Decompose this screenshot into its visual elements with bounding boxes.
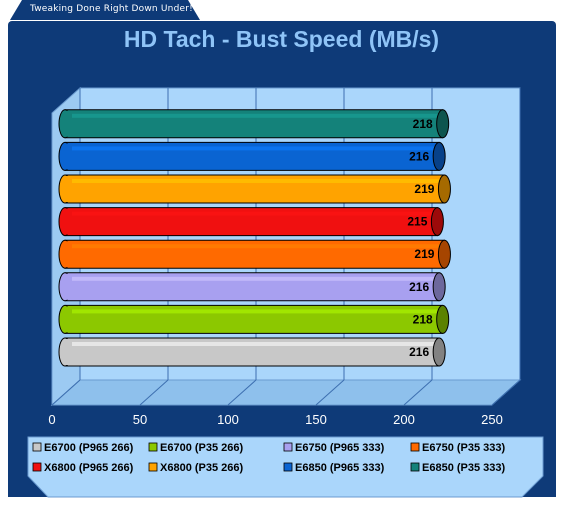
- legend-label: E6850 (P965 333): [295, 462, 385, 474]
- bar-value-label: 216: [409, 280, 429, 294]
- bar-cap-end: [436, 109, 450, 139]
- bar-highlight: [65, 146, 440, 151]
- legend-item: E6750 (P965 333): [283, 442, 385, 454]
- legend-item: X6800 (P35 266): [148, 462, 244, 474]
- site-banner-tab: [10, 0, 200, 20]
- x-tick-label: 200: [393, 412, 415, 427]
- x-axis-ticks: 0 50 100 150 200 250: [48, 412, 502, 427]
- legend-label: E6700 (P35 266): [160, 442, 244, 454]
- bar-highlight: [65, 276, 440, 281]
- bar-highlight: [65, 113, 443, 118]
- bar-cap-fill: [65, 143, 72, 170]
- floor: [50, 379, 522, 406]
- bar-highlight: [65, 244, 445, 249]
- bar-cap-end: [432, 272, 446, 302]
- bar-cap-fill: [65, 241, 72, 268]
- x-tick-label: 150: [305, 412, 327, 427]
- floor-grid-line: [139, 379, 169, 406]
- bar: [58, 272, 446, 302]
- bars: [58, 109, 451, 367]
- bar-cap-fill: [65, 273, 72, 300]
- bar-value-label: 219: [414, 247, 434, 261]
- legend-swatch: [32, 442, 42, 452]
- bar-highlight: [65, 309, 443, 314]
- floor-grid-line: [491, 379, 521, 406]
- x-tick-label: 250: [481, 412, 503, 427]
- bar-value-label: 216: [409, 345, 429, 359]
- bar-cap-end: [436, 304, 450, 334]
- bar-cap-end: [437, 239, 451, 269]
- x-tick-label: 0: [48, 412, 55, 427]
- bar-cap-end: [430, 207, 444, 237]
- bar-cap-fill: [65, 208, 72, 235]
- legend-item: E6700 (P965 266): [32, 442, 134, 454]
- legend-item: E6850 (P965 333): [283, 462, 385, 474]
- floor-grid-line: [403, 379, 433, 406]
- legend-swatch: [283, 462, 293, 472]
- x-tick-label: 50: [133, 412, 147, 427]
- floor-grid-line: [315, 379, 345, 406]
- legend-label: E6750 (P965 333): [295, 442, 385, 454]
- bar-cap-end: [432, 141, 446, 171]
- bar: [58, 207, 444, 237]
- legend-label: E6700 (P965 266): [44, 442, 134, 454]
- bar: [58, 141, 446, 171]
- bar-cap-fill: [65, 110, 72, 137]
- bar-cap-fill: [65, 176, 72, 202]
- legend-label: E6750 (P35 333): [422, 442, 506, 454]
- bar-cap-end: [432, 337, 446, 367]
- legend-label: X6800 (P965 266): [44, 462, 134, 474]
- legend-swatch: [148, 462, 158, 472]
- chart-title: HD Tach - Bust Speed (MB/s): [123, 26, 440, 52]
- site-tagline: Tweaking Done Right Down Under!: [30, 4, 193, 14]
- legend: E6700 (P965 266) E6700 (P35 266) E6750 (P9…: [27, 436, 544, 498]
- bar-value-label: 218: [413, 117, 433, 131]
- legend-swatch: [283, 442, 293, 452]
- bar-value-label: 219: [414, 182, 434, 196]
- legend-swatch: [410, 462, 420, 472]
- legend-item: E6750 (P35 333): [410, 442, 506, 454]
- bar-cap-fill: [65, 339, 72, 365]
- bar-cap-end: [437, 174, 451, 204]
- bar-value-label: 216: [409, 149, 429, 163]
- legend-swatch: [32, 462, 42, 472]
- bar-value-label: 215: [407, 215, 427, 229]
- legend-item: E6850 (P35 333): [410, 462, 506, 474]
- legend-item: X6800 (P965 266): [32, 462, 134, 474]
- legend-swatch: [148, 442, 158, 452]
- bar: [58, 304, 450, 334]
- bar-value-label: 218: [413, 312, 433, 326]
- bar-highlight: [65, 211, 438, 216]
- bar: [58, 174, 451, 204]
- bar: [58, 337, 446, 367]
- legend-label: X6800 (P35 266): [160, 462, 244, 474]
- value-labels: 216 218 216 219 215 219 216 218: [407, 117, 434, 359]
- legend-item: E6700 (P35 266): [148, 442, 244, 454]
- legend-swatch: [410, 442, 420, 452]
- bar-cap-fill: [65, 306, 72, 333]
- bar: [58, 239, 451, 269]
- x-tick-label: 100: [217, 412, 239, 427]
- legend-label: E6850 (P35 333): [422, 462, 506, 474]
- bar: [58, 109, 450, 139]
- floor-grid-line: [51, 379, 81, 406]
- bar-highlight: [65, 342, 440, 346]
- floor-grid-line: [227, 379, 257, 406]
- bar-highlight: [65, 179, 445, 183]
